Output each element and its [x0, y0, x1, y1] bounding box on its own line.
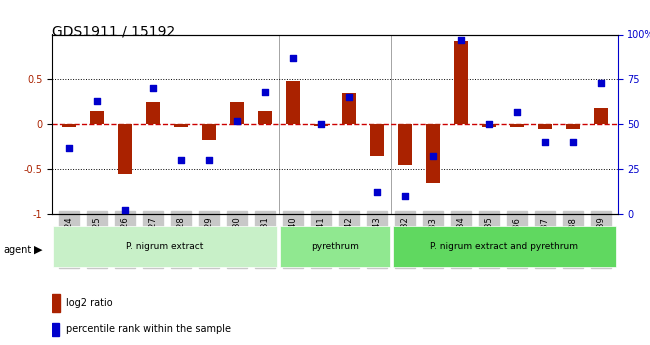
Bar [482, 124, 496, 127]
Bar [202, 124, 216, 140]
Point [315, 121, 326, 127]
Bar [370, 124, 384, 156]
Point [176, 157, 186, 163]
Text: P. nigrum extract: P. nigrum extract [126, 242, 204, 251]
Text: P. nigrum extract and pyrethrum: P. nigrum extract and pyrethrum [430, 242, 578, 251]
Bar [566, 124, 580, 129]
Bar [510, 124, 524, 127]
Point [64, 145, 74, 150]
Point [512, 109, 522, 115]
Point [484, 121, 494, 127]
Bar [62, 124, 76, 127]
Point [203, 157, 214, 163]
Point [120, 208, 130, 213]
Bar [52, 294, 60, 312]
Bar [118, 124, 132, 174]
Point [92, 98, 102, 104]
Point [344, 95, 354, 100]
Bar [258, 111, 272, 124]
Bar [454, 41, 468, 124]
FancyBboxPatch shape [280, 227, 390, 267]
Bar [286, 81, 300, 124]
Text: agent: agent [3, 245, 31, 255]
Bar [174, 124, 188, 127]
Bar [229, 102, 244, 124]
Bar [426, 124, 440, 183]
Text: log2 ratio: log2 ratio [66, 298, 112, 308]
Point [456, 37, 466, 43]
Point [372, 190, 382, 195]
Bar [90, 111, 104, 124]
Bar [52, 323, 58, 335]
Point [231, 118, 242, 124]
Point [148, 86, 158, 91]
FancyBboxPatch shape [53, 227, 277, 267]
Point [400, 193, 410, 199]
Bar [146, 102, 160, 124]
Point [595, 80, 606, 86]
Text: ▶: ▶ [34, 245, 42, 255]
Bar [538, 124, 552, 129]
Bar [342, 93, 356, 124]
FancyBboxPatch shape [393, 227, 616, 267]
Point [287, 55, 298, 61]
Point [540, 139, 550, 145]
Text: percentile rank within the sample: percentile rank within the sample [66, 324, 231, 334]
Bar [314, 124, 328, 126]
Text: GDS1911 / 15192: GDS1911 / 15192 [52, 24, 176, 38]
Text: pyrethrum: pyrethrum [311, 242, 359, 251]
Point [428, 154, 438, 159]
Bar [398, 124, 411, 165]
Point [567, 139, 578, 145]
Bar [593, 108, 608, 124]
Point [259, 89, 270, 95]
